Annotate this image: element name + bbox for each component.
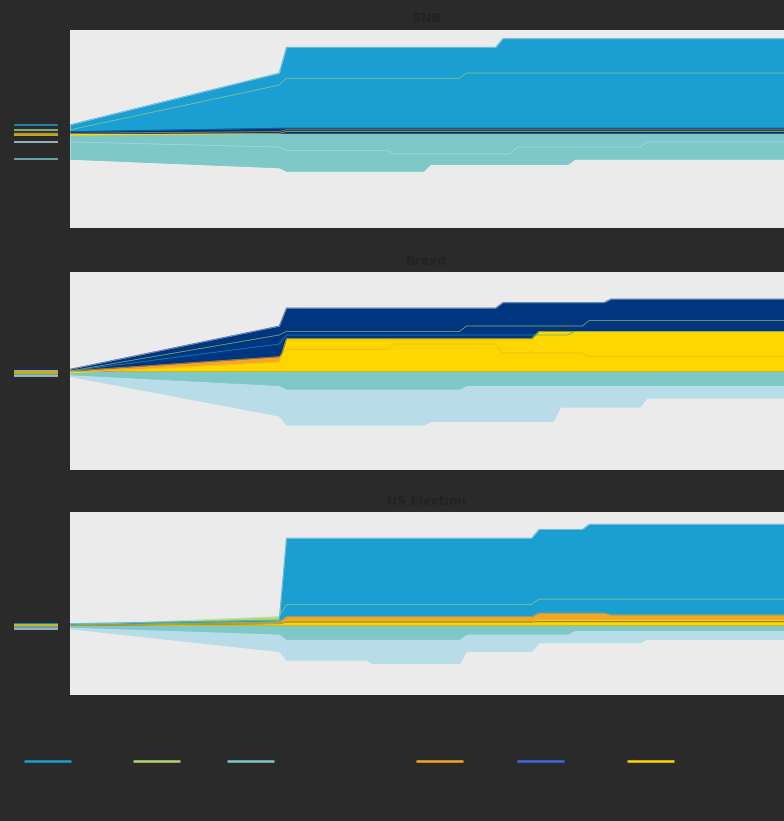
- Text: Brexit: Brexit: [406, 255, 448, 268]
- Text: US Election: US Election: [387, 494, 466, 507]
- Text: SNB: SNB: [412, 12, 441, 25]
